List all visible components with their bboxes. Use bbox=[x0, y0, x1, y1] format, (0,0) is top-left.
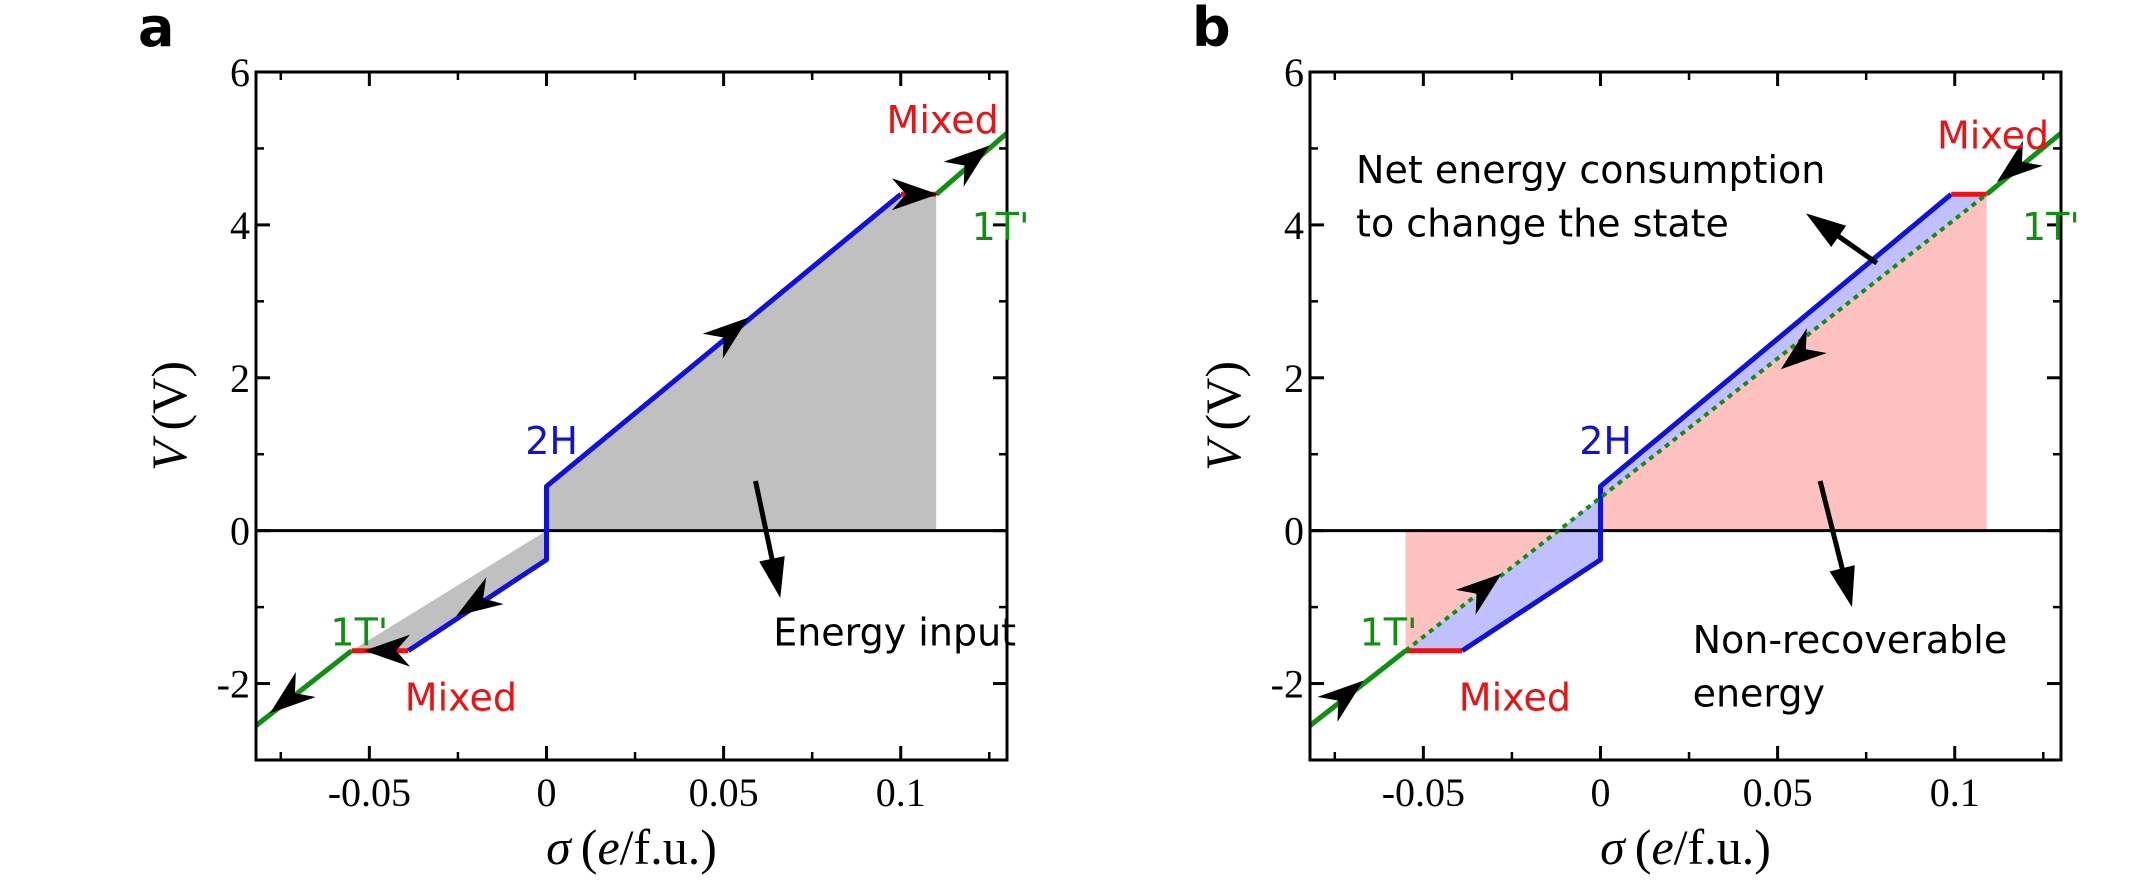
pointer-head-1 bbox=[1829, 565, 1855, 608]
plot-area bbox=[256, 131, 1007, 728]
y-tick-label: -2 bbox=[1271, 662, 1304, 707]
y-axis-title: V (V) bbox=[141, 361, 197, 471]
x-tick-label: -0.05 bbox=[328, 770, 411, 815]
shaded-region-0 bbox=[1405, 530, 1558, 651]
panel-b: -0.05 0 0.05 0.1 -2 0 2 4 6 2H Mixed 1T' 1T' Mixed Net… bbox=[1192, 0, 2080, 875]
x-axis-unit-rest: /f.u.) bbox=[1674, 819, 1771, 875]
annotation-label-1: Mixed bbox=[1937, 113, 2049, 157]
x-tick-label: 0.1 bbox=[876, 770, 926, 815]
direction-arrow-0 bbox=[269, 671, 316, 714]
x-axis-unit-open: ( bbox=[581, 819, 598, 875]
x-tick-label: 0 bbox=[536, 770, 556, 815]
x-axis-unit-open: ( bbox=[1635, 819, 1652, 875]
ticks bbox=[256, 70, 1007, 762]
annotation-label-0: 2H bbox=[525, 419, 578, 463]
annotation-label-8: energy bbox=[1693, 671, 1825, 715]
direction-arrow-0 bbox=[1317, 680, 1364, 722]
annotation-label-2: 1T' bbox=[2022, 205, 2080, 249]
y-tick-label: 0 bbox=[230, 509, 250, 554]
y-axis-title: V (V) bbox=[1195, 361, 1251, 471]
annotation-label-6: to change the state bbox=[1356, 201, 1729, 245]
annotation-label-5: Net energy consumption bbox=[1356, 148, 1825, 192]
plot-area bbox=[1310, 131, 2061, 728]
annotation-label-5: Energy input bbox=[773, 610, 1016, 654]
panel-a: -0.05 0 0.05 0.1 -2 0 2 4 6 2H Mixed 1T' 1T' Mixed Ene… bbox=[138, 0, 1029, 875]
y-axis-unit: (V) bbox=[141, 361, 197, 430]
panel-letter: b bbox=[1192, 0, 1231, 59]
panel-letter: a bbox=[138, 0, 174, 59]
y-axis-symbol: V bbox=[1195, 435, 1251, 471]
direction-arrow-2 bbox=[456, 577, 504, 616]
direction-arrow-2 bbox=[1780, 327, 1827, 370]
direction-arrow-1 bbox=[1455, 573, 1502, 615]
y-tick-label: 2 bbox=[230, 356, 250, 401]
annotation-label-1: Mixed bbox=[887, 98, 999, 142]
annotation-label-3: 1T' bbox=[330, 610, 388, 654]
y-tick-label: 6 bbox=[1284, 50, 1304, 95]
x-axis-title: σ (e/f.u.) bbox=[1600, 819, 1771, 875]
y-tick-label: 0 bbox=[1284, 509, 1304, 554]
pointer-line-0 bbox=[753, 480, 776, 564]
annotation-label-0: 2H bbox=[1579, 419, 1632, 463]
shaded-region-0 bbox=[351, 530, 547, 651]
y-axis-unit: (V) bbox=[1195, 361, 1251, 430]
annotation-label-3: 1T' bbox=[1360, 610, 1418, 654]
y-tick-label: -2 bbox=[217, 662, 250, 707]
series-line-2 bbox=[1460, 192, 1953, 653]
pointer-line-0 bbox=[1833, 232, 1879, 266]
direction-arrow-5 bbox=[943, 145, 990, 187]
x-axis-unit-rest: /f.u.) bbox=[620, 819, 717, 875]
x-axis-title: σ (e/f.u.) bbox=[546, 819, 717, 875]
series-line-5 bbox=[1404, 192, 1988, 653]
direction-arrow-1 bbox=[364, 634, 411, 667]
y-tick-label: 4 bbox=[230, 203, 250, 248]
x-axis-symbol: σ bbox=[546, 819, 573, 875]
pointer-line-1 bbox=[1817, 480, 1846, 573]
annotation-label-2: 1T' bbox=[972, 205, 1030, 249]
y-tick-label: 6 bbox=[230, 50, 250, 95]
x-tick-label: 0.05 bbox=[689, 770, 759, 815]
x-tick-label: 0.1 bbox=[1930, 770, 1980, 815]
series-line-0 bbox=[256, 648, 354, 728]
y-tick-label: 4 bbox=[1284, 203, 1304, 248]
y-tick-label: 2 bbox=[1284, 356, 1304, 401]
x-axis-unit-e: e bbox=[597, 819, 619, 875]
axes-frame bbox=[1308, 70, 2063, 762]
x-tick-label: 0.05 bbox=[1743, 770, 1813, 815]
x-axis-unit-e: e bbox=[1651, 819, 1673, 875]
direction-arrow-3 bbox=[702, 317, 749, 359]
direction-arrow-4 bbox=[891, 178, 938, 211]
direction-arrow-3 bbox=[1996, 140, 2043, 182]
axes-frame bbox=[254, 70, 1009, 762]
x-axis-symbol: σ bbox=[1600, 819, 1627, 875]
x-tick-label: 0 bbox=[1590, 770, 1610, 815]
annotation-label-4: Mixed bbox=[1459, 675, 1571, 719]
ticks bbox=[1310, 70, 2061, 762]
annotation-label-4: Mixed bbox=[405, 675, 517, 719]
x-tick-label: -0.05 bbox=[1382, 770, 1465, 815]
y-axis-symbol: V bbox=[141, 435, 197, 471]
pointer-head-0 bbox=[759, 556, 785, 598]
shaded-region-1 bbox=[546, 194, 937, 531]
pointer-head-0 bbox=[1805, 213, 1847, 248]
annotation-label-7: Non-recoverable bbox=[1693, 618, 2008, 662]
